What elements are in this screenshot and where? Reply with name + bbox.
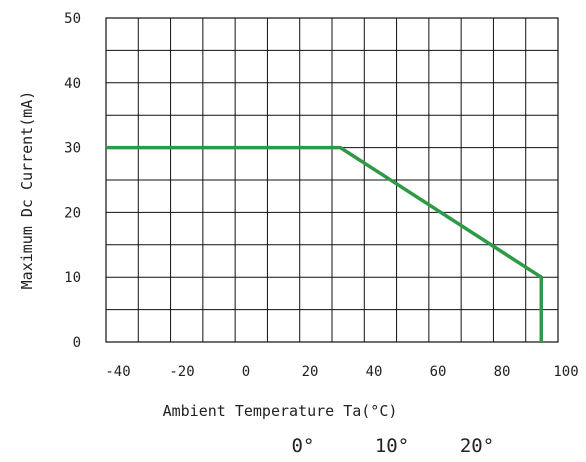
- extra-label-0: 0°: [292, 435, 315, 457]
- x-tick-label: -20: [169, 364, 194, 380]
- y-tick-label: 0: [73, 335, 81, 351]
- x-tick-label: -40: [105, 364, 130, 380]
- series-line-0: [106, 145, 544, 342]
- plot-border: [105, 17, 559, 343]
- y-tick-label: 40: [64, 76, 81, 92]
- x-tick-label: 0: [242, 364, 250, 380]
- y-axis-label: Maximum Dc Current(mA): [18, 91, 36, 290]
- x-axis-label: Ambient Temperature Ta(°C): [163, 402, 398, 420]
- extra-label-20: 20°: [460, 435, 494, 457]
- x-tick-label: 20: [302, 364, 319, 380]
- x-tick-label: 80: [494, 364, 511, 380]
- chart-grid: [106, 18, 558, 342]
- extra-label-10: 10°: [375, 435, 409, 457]
- x-tick-label: 40: [366, 364, 383, 380]
- x-tick-labels: -40 -20 0 20 40 60 80 100: [105, 364, 578, 380]
- x-tick-label: 100: [553, 364, 578, 380]
- plot-frame: [105, 17, 559, 343]
- y-tick-label: 20: [64, 205, 81, 221]
- series-group: [106, 145, 544, 342]
- y-tick-labels: 0 10 20 30 40 50: [64, 11, 81, 351]
- y-tick-label: 50: [64, 11, 81, 27]
- y-tick-label: 30: [64, 141, 81, 157]
- y-tick-label: 10: [64, 270, 81, 286]
- x-tick-label: 60: [430, 364, 447, 380]
